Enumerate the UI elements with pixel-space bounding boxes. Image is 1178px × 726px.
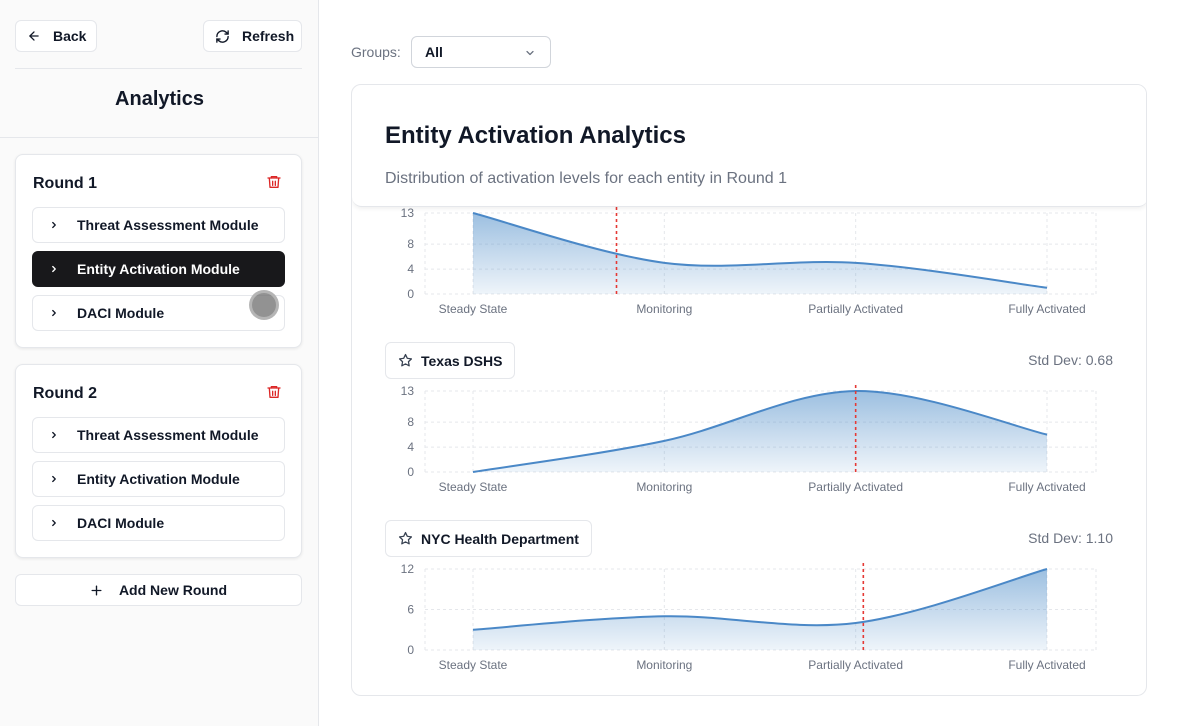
std-dev-label: Std Dev: 0.68 [1028,352,1113,368]
x-tick-label: Monitoring [636,480,692,494]
refresh-icon [216,29,229,43]
round-card-2: Round 2 Threat Assessment Module Entity … [15,364,302,558]
add-round-label: Add New Round [118,582,228,598]
series-line [472,568,1048,631]
module-label: Threat Assessment Module [77,217,259,233]
activation-chart: 0 6 12 Steady State Monitoring Partially Acti… [401,562,1097,672]
plus-icon [91,584,102,596]
y-tick-label: 4 [407,440,414,454]
round-card-1: Round 1 Threat Assessment Module Entity … [15,154,302,348]
series-area [473,390,1047,472]
back-label: Back [53,28,87,44]
y-tick-label: 0 [407,287,414,301]
divider [0,137,319,138]
y-tick-label: 4 [407,262,414,276]
entity-chip-nyc-health[interactable]: NYC Health Department [385,520,592,557]
module-label: Threat Assessment Module [77,427,259,443]
x-tick-label: Steady State [439,480,508,494]
chevron-right-icon [49,308,61,318]
chevron-right-icon [49,220,61,230]
arrow-left-icon [29,31,39,41]
x-tick-label: Steady State [439,658,508,672]
groups-value: All [425,44,443,60]
y-tick-label: 8 [407,237,414,251]
star-icon [398,353,413,367]
module-daci[interactable]: DACI Module [32,295,285,331]
activation-chart: 0 4 8 13 Steady State Monitoring Partially Act… [401,206,1097,316]
y-tick-label: 13 [401,384,415,398]
series-area [473,569,1047,650]
module-label: DACI Module [77,305,165,321]
sidebar-top-buttons: Back Refresh [15,20,302,52]
star-icon [398,531,413,545]
std-dev-label: Std Dev: 1.10 [1028,530,1113,546]
groups-select[interactable]: All [411,36,551,68]
x-tick-label: Partially Activated [808,658,903,672]
chevron-right-icon [49,430,61,440]
panel-header: Entity Activation Analytics Distribution… [352,85,1146,207]
y-tick-label: 8 [407,415,414,429]
x-tick-label: Fully Activated [1008,480,1085,494]
module-label: DACI Module [77,515,165,531]
page-title: Entity Activation Analytics [385,122,686,149]
groups-label: Groups: [351,44,401,60]
series-line [472,212,1048,289]
chevron-right-icon [49,518,61,528]
x-tick-label: Fully Activated [1008,302,1085,316]
entity-name: NYC Health Department [421,530,579,547]
entity-chip-texas-dshs[interactable]: Texas DSHS [385,342,516,379]
refresh-label: Refresh [242,28,295,44]
module-label: Entity Activation Module [77,261,240,277]
add-round-button[interactable]: Add New Round [15,574,302,606]
trash-icon[interactable] [266,384,282,400]
entity-name: Texas DSHS [421,352,503,369]
trash-icon[interactable] [266,174,282,190]
x-tick-label: Partially Activated [808,302,903,316]
y-tick-label: 0 [407,465,414,479]
module-threat-assessment[interactable]: Threat Assessment Module [32,207,285,243]
back-button[interactable]: Back [15,20,97,52]
y-tick-label: 12 [401,562,415,576]
module-entity-activation[interactable]: Entity Activation Module [32,461,285,497]
chevron-right-icon [49,264,61,274]
module-threat-assessment[interactable]: Threat Assessment Module [32,417,285,453]
page-description: Distribution of activation levels for ea… [385,170,787,187]
x-tick-label: Partially Activated [808,480,903,494]
round-title: Round 1 [33,175,97,192]
analytics-panel: 0 4 8 13 Steady State Monitoring Partially Act… [351,84,1147,696]
refresh-button[interactable]: Refresh [203,20,302,52]
module-daci[interactable]: DACI Module [32,505,285,541]
activation-chart: 0 4 8 13 Steady State Monitoring Partially Act… [401,384,1097,494]
x-tick-label: Steady State [439,302,508,316]
x-tick-label: Fully Activated [1008,658,1085,672]
x-tick-label: Monitoring [636,658,692,672]
y-tick-label: 13 [401,206,415,220]
sidebar-title: Analytics [115,88,204,110]
y-tick-label: 0 [407,643,414,657]
x-tick-label: Monitoring [636,302,692,316]
chevron-right-icon [49,474,61,484]
series-line [472,389,1048,473]
y-tick-label: 6 [407,603,414,617]
charts-scroll-area[interactable]: 0 4 8 13 Steady State Monitoring Partially Act… [352,85,1146,695]
round-title: Round 2 [33,385,97,402]
series-area [473,213,1047,294]
module-entity-activation[interactable]: Entity Activation Module [32,251,285,287]
divider [15,68,302,69]
sidebar: Back Refresh Analytics Round 1 Threat As… [0,0,319,726]
chevron-down-icon [526,50,534,56]
cursor-indicator [249,290,279,320]
module-label: Entity Activation Module [77,471,240,487]
